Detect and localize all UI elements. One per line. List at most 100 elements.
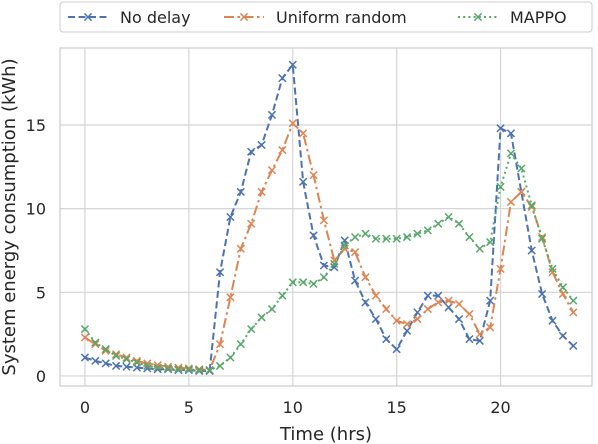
- data-point-uniform-random: [226, 293, 235, 302]
- legend: No delay Uniform random MAPPO: [59, 1, 593, 33]
- data-point-uniform-random: [299, 129, 308, 138]
- data-point-no-delay: [413, 308, 422, 317]
- data-point-uniform-random: [236, 244, 245, 253]
- data-point-no-delay: [247, 147, 256, 156]
- data-point-uniform-random: [392, 316, 401, 325]
- data-point-no-delay: [80, 353, 90, 362]
- legend-marker: [473, 12, 483, 22]
- data-point-mappo: [299, 278, 308, 287]
- data-point-mappo: [413, 229, 422, 238]
- data-point-no-delay: [506, 129, 516, 138]
- data-point-uniform-random: [569, 308, 578, 317]
- data-point-uniform-random: [340, 244, 349, 253]
- data-point-no-delay: [496, 124, 505, 133]
- data-point-no-delay: [486, 296, 495, 305]
- y-axis-title: System energy consumption (kWh): [0, 58, 20, 375]
- data-point-mappo: [132, 358, 142, 367]
- data-point-uniform-random: [80, 333, 90, 342]
- data-point-mappo: [517, 164, 526, 173]
- data-point-uniform-random: [330, 256, 339, 265]
- series-mappo: [80, 149, 578, 375]
- data-point-mappo: [319, 273, 329, 282]
- data-point-uniform-random: [434, 298, 443, 307]
- data-point-no-delay: [434, 291, 443, 300]
- data-point-no-delay: [465, 335, 474, 344]
- data-point-uniform-random: [163, 362, 173, 371]
- data-point-mappo: [434, 219, 443, 228]
- x-tick-label: 10: [283, 398, 303, 417]
- data-point-mappo: [402, 232, 412, 242]
- data-point-mappo: [361, 229, 370, 238]
- data-point-no-delay: [309, 231, 318, 240]
- data-point-mappo: [205, 365, 214, 375]
- data-point-uniform-random: [143, 359, 152, 368]
- data-point-uniform-random: [486, 323, 495, 332]
- legend-item-mappo: MAPPO: [458, 8, 567, 27]
- data-point-mappo: [392, 234, 401, 243]
- y-tick-label: 5: [36, 283, 46, 302]
- data-point-uniform-random: [257, 187, 266, 197]
- x-tick-label: 20: [490, 398, 510, 417]
- data-point-no-delay: [361, 298, 370, 307]
- data-point-uniform-random: [309, 171, 318, 180]
- data-point-mappo: [101, 345, 110, 354]
- data-point-mappo: [475, 244, 484, 253]
- data-point-uniform-random: [132, 356, 142, 366]
- data-point-uniform-random: [288, 119, 297, 128]
- series-line-no-delay: [84, 63, 574, 372]
- x-tick-label: 5: [184, 398, 194, 417]
- data-point-mappo: [506, 149, 516, 158]
- x-axis-title: Time (hrs): [279, 424, 372, 444]
- data-point-mappo: [267, 304, 277, 314]
- data-point-no-delay: [111, 361, 121, 371]
- data-point-uniform-random: [423, 304, 432, 314]
- data-point-mappo: [278, 291, 287, 300]
- data-point-mappo: [537, 234, 547, 243]
- data-point-uniform-random: [174, 363, 183, 372]
- data-point-no-delay: [392, 345, 401, 354]
- plot-frame: [59, 47, 593, 387]
- data-point-uniform-random: [278, 145, 287, 155]
- data-point-no-delay: [288, 60, 297, 69]
- legend-box: [59, 1, 593, 33]
- data-point-no-delay: [371, 314, 381, 324]
- data-point-no-delay: [278, 73, 287, 83]
- y-tick-label: 10: [26, 200, 46, 219]
- data-point-uniform-random: [361, 273, 370, 282]
- legend-marker: [83, 12, 93, 22]
- data-point-uniform-random: [350, 248, 360, 257]
- data-point-uniform-random: [122, 353, 131, 362]
- data-point-no-delay: [257, 140, 266, 150]
- legend-label: No delay: [120, 8, 191, 27]
- data-point-mappo: [143, 361, 152, 371]
- data-point-uniform-random: [454, 299, 464, 309]
- data-point-mappo: [163, 364, 173, 373]
- data-point-uniform-random: [444, 296, 453, 305]
- data-point-mappo: [236, 340, 245, 349]
- data-point-no-delay: [444, 303, 453, 312]
- data-point-mappo: [184, 365, 193, 374]
- data-point-uniform-random: [371, 291, 381, 300]
- data-point-mappo: [454, 219, 464, 228]
- data-point-mappo: [309, 279, 318, 289]
- data-point-mappo: [444, 212, 453, 222]
- data-point-no-delay: [226, 212, 235, 222]
- data-point-no-delay: [475, 336, 484, 345]
- data-point-mappo: [288, 278, 297, 287]
- data-point-no-delay: [299, 177, 308, 186]
- data-point-mappo: [80, 324, 90, 334]
- data-point-mappo: [226, 353, 235, 362]
- data-point-uniform-random: [402, 319, 412, 329]
- data-point-no-delay: [319, 261, 329, 270]
- data-point-mappo: [382, 234, 391, 243]
- data-point-no-delay: [330, 263, 339, 272]
- data-point-no-delay: [101, 359, 110, 368]
- data-point-no-delay: [402, 326, 412, 335]
- data-point-no-delay: [236, 187, 245, 197]
- data-point-uniform-random: [111, 350, 121, 359]
- data-point-mappo: [527, 201, 536, 210]
- data-point-no-delay: [423, 291, 432, 300]
- legend-item-uniform-random: Uniform random: [224, 8, 407, 27]
- data-point-no-delay: [569, 341, 578, 350]
- data-point-uniform-random: [558, 289, 568, 299]
